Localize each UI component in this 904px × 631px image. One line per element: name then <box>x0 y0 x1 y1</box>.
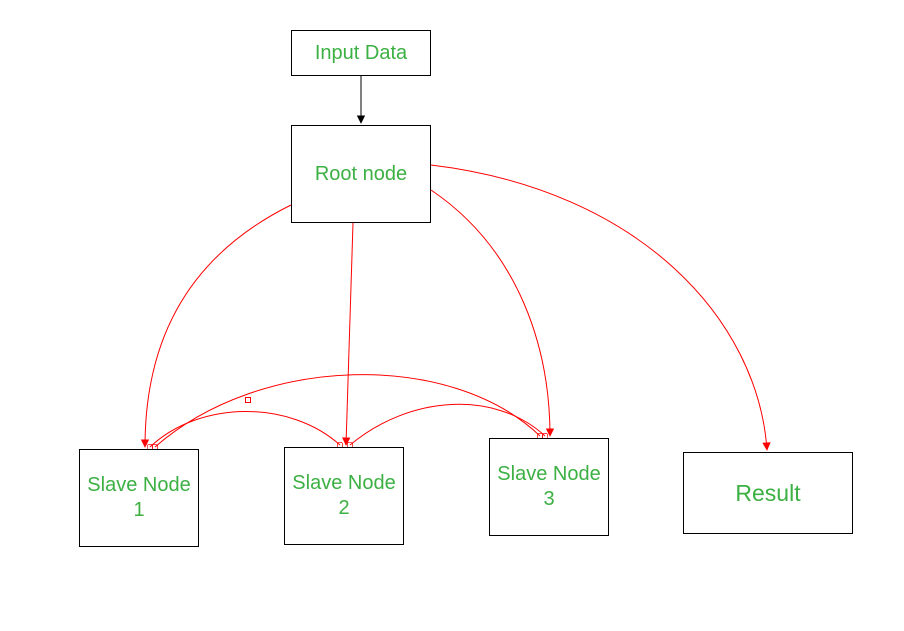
edge-slave1-slave3 <box>155 375 540 447</box>
edge-root-result <box>431 165 767 450</box>
node-slave3: Slave Node 3 <box>489 438 609 536</box>
edge-root-slave2 <box>346 223 353 445</box>
node-result: Result <box>683 452 853 534</box>
node-slave2: Slave Node 2 <box>284 447 404 545</box>
node-slave3-label: Slave Node 3 <box>490 462 608 512</box>
node-root-label: Root node <box>315 162 407 187</box>
node-input: Input Data <box>291 30 431 76</box>
node-slave2-label: Slave Node 2 <box>285 471 403 521</box>
node-slave1-label: Slave Node 1 <box>80 473 198 523</box>
edge-slave1-slave2 <box>150 411 340 447</box>
edge-root-slave3 <box>431 190 550 436</box>
node-input-label: Input Data <box>315 41 407 66</box>
node-result-label: Result <box>735 479 800 508</box>
loose-marker <box>245 397 251 403</box>
edge-root-slave1 <box>145 205 291 447</box>
node-slave1: Slave Node 1 <box>79 449 199 547</box>
node-root: Root node <box>291 125 431 223</box>
